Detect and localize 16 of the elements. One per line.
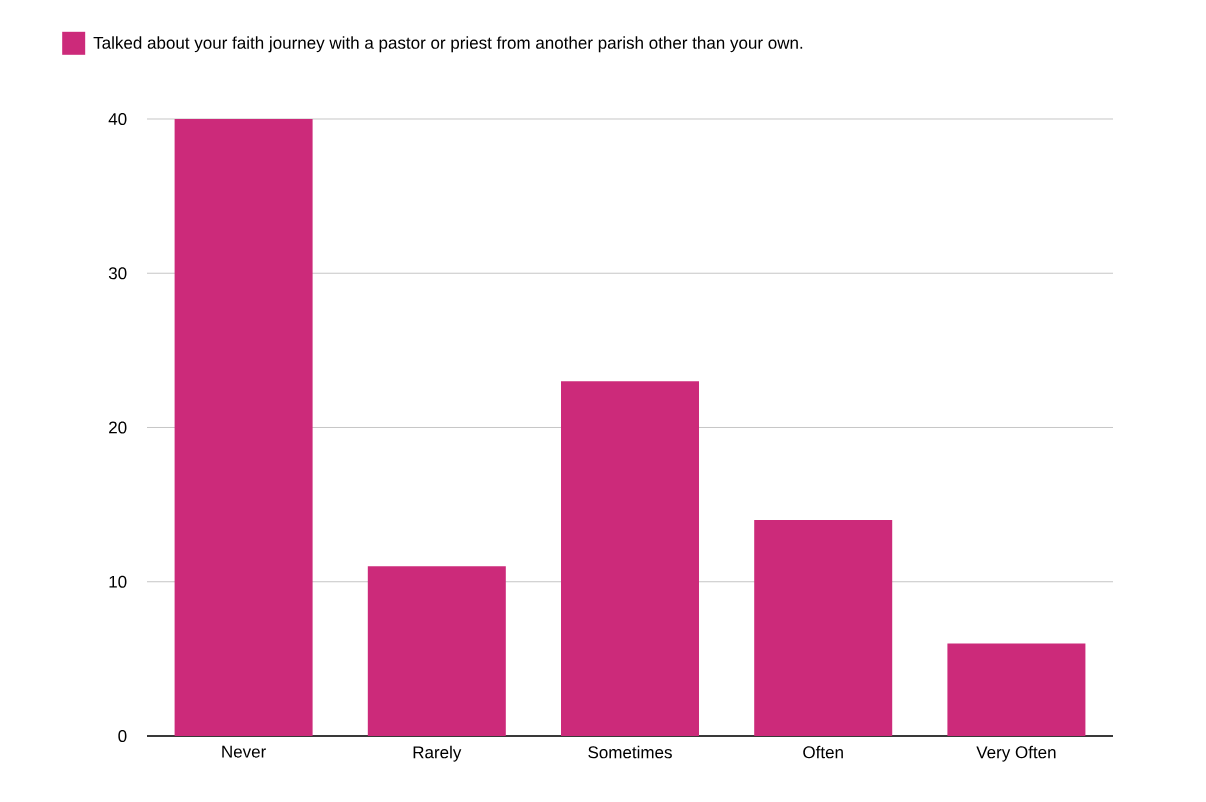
bar <box>367 566 506 736</box>
bar <box>754 520 893 736</box>
y-tick-label: 40 <box>108 112 127 126</box>
bar <box>561 381 700 736</box>
y-tick-label: 0 <box>118 729 127 743</box>
x-tick-label: Very Often <box>976 745 1056 762</box>
x-tick-label: Rarely <box>413 745 462 762</box>
legend-label: Talked about your faith journey with a pastor or priest from another parish other than your own. <box>93 36 803 53</box>
y-tick-label: 20 <box>109 421 127 434</box>
x-tick-label: Often <box>803 745 843 759</box>
y-tick-label: 10 <box>109 575 127 588</box>
x-tick-label: Sometimes <box>588 745 672 759</box>
bar <box>947 643 1086 736</box>
x-tick-label: Never <box>222 745 266 758</box>
bar <box>174 118 313 736</box>
y-tick-label: 30 <box>108 267 127 280</box>
